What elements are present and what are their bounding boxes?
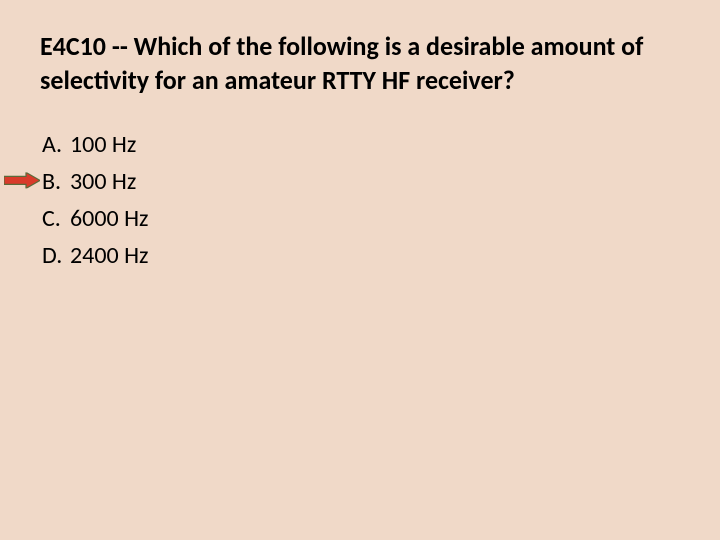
option-text: 100 Hz xyxy=(70,126,680,163)
option-a: A. 100 Hz xyxy=(42,126,680,163)
option-text: 6000 Hz xyxy=(70,200,680,237)
option-text: 2400 Hz xyxy=(70,237,680,274)
option-b: B. 300 Hz xyxy=(42,163,680,200)
question-text: E4C10 -- Which of the following is a des… xyxy=(40,30,680,98)
option-letter: A. xyxy=(42,126,70,163)
option-c: C. 6000 Hz xyxy=(42,200,680,237)
option-d: D. 2400 Hz xyxy=(42,237,680,274)
options-list: A. 100 Hz B. 300 Hz C. 6000 Hz D. 2400 H… xyxy=(42,126,680,275)
option-text: 300 Hz xyxy=(70,163,680,200)
option-letter: D. xyxy=(42,237,70,274)
slide: E4C10 -- Which of the following is a des… xyxy=(0,0,720,304)
answer-arrow-icon xyxy=(4,163,40,200)
option-letter: B. xyxy=(42,163,70,200)
option-letter: C. xyxy=(42,200,70,237)
